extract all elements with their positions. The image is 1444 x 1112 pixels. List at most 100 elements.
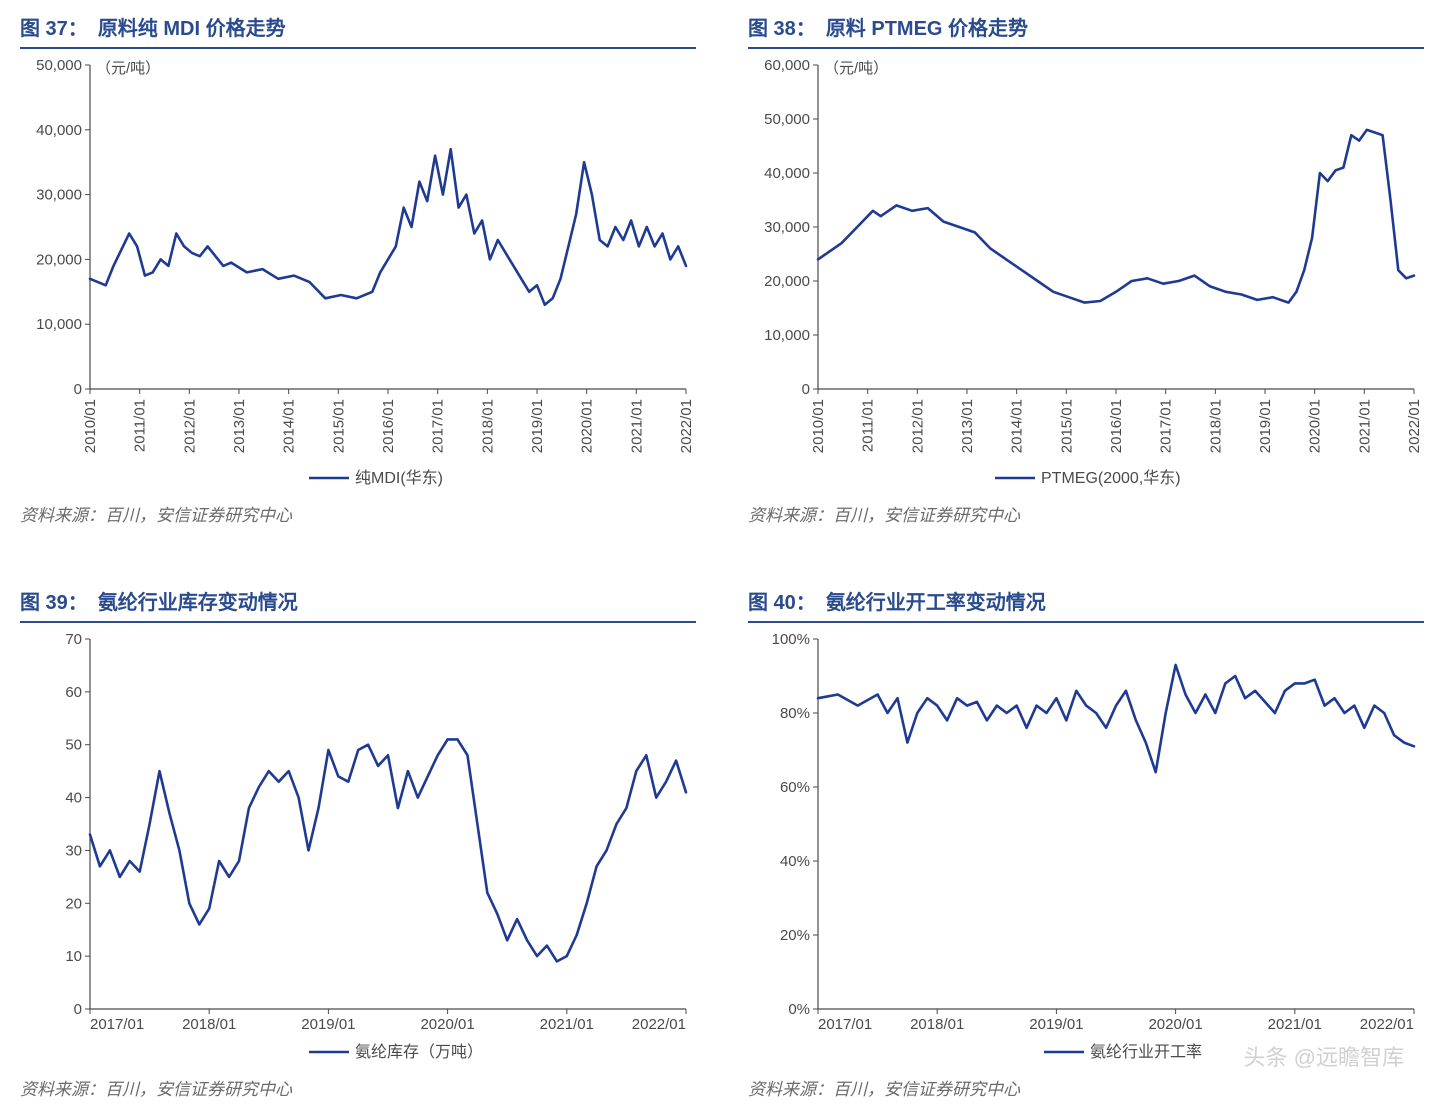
panel-fig37: 图 37： 原料纯 MDI 价格走势 0 10,000 20,000 30,000 40…: [20, 12, 696, 526]
svg-text:60: 60: [65, 684, 82, 701]
svg-text:2022/01: 2022/01: [1360, 1016, 1414, 1033]
svg-text:0: 0: [802, 381, 810, 398]
data-line: [818, 130, 1414, 303]
svg-text:0: 0: [74, 1001, 82, 1018]
svg-text:0: 0: [74, 381, 82, 398]
svg-text:50,000: 50,000: [36, 57, 82, 74]
svg-text:2021/01: 2021/01: [628, 399, 645, 453]
svg-text:2020/01: 2020/01: [1307, 399, 1324, 453]
svg-text:40%: 40%: [780, 853, 810, 870]
svg-text:2019/01: 2019/01: [301, 1016, 355, 1033]
svg-text:100%: 100%: [772, 631, 810, 648]
svg-text:2010/01: 2010/01: [810, 399, 827, 453]
svg-text:0%: 0%: [788, 1001, 810, 1018]
chart-area: 0% 20% 40% 60% 80% 100% 2017/01 2018/01 2019/01 2…: [748, 629, 1424, 1067]
svg-text:2011/01: 2011/01: [132, 399, 149, 452]
data-line: [90, 149, 686, 305]
svg-text:2020/01: 2020/01: [420, 1016, 474, 1033]
chart-area: 0102030405060702017/012018/012019/012020…: [20, 629, 696, 1067]
figure-number: 图 40：: [748, 586, 816, 615]
svg-text:2012/01: 2012/01: [181, 399, 198, 453]
svg-text:70: 70: [65, 631, 82, 648]
panel-fig39: 图 39： 氨纶行业库存变动情况 0102030405060702017/012…: [20, 586, 696, 1100]
svg-text:50: 50: [65, 737, 82, 754]
figure-number: 图 37：: [20, 12, 88, 41]
source-text: 资料来源：百川，安信证券研究中心: [20, 501, 696, 526]
svg-text:2021/01: 2021/01: [540, 1016, 594, 1033]
svg-text:60%: 60%: [780, 779, 810, 796]
svg-text:60,000: 60,000: [764, 57, 810, 74]
svg-text:2018/01: 2018/01: [1207, 399, 1224, 453]
svg-text:2020/01: 2020/01: [579, 399, 596, 453]
figure-number: 图 39：: [20, 586, 88, 615]
svg-text:40,000: 40,000: [36, 122, 82, 139]
figure-number: 图 38：: [748, 12, 816, 41]
svg-text:2010/01: 2010/01: [82, 399, 99, 453]
svg-text:2022/01: 2022/01: [632, 1016, 686, 1033]
svg-text:2012/01: 2012/01: [909, 399, 926, 453]
svg-text:30: 30: [65, 842, 82, 859]
svg-text:2016/01: 2016/01: [1108, 399, 1125, 453]
data-line: [818, 665, 1414, 772]
panel-title: 图 38： 原料 PTMEG 价格走势: [748, 12, 1424, 49]
svg-text:20: 20: [65, 895, 82, 912]
svg-text:2015/01: 2015/01: [330, 399, 347, 453]
svg-text:2020/01: 2020/01: [1148, 1016, 1202, 1033]
svg-text:2015/01: 2015/01: [1058, 399, 1075, 453]
svg-text:2021/01: 2021/01: [1268, 1016, 1322, 1033]
line-chart: 0 10,000 20,000 30,000 40,000 50,000 （元/吨） 2010…: [20, 55, 696, 493]
svg-text:2014/01: 2014/01: [1009, 399, 1026, 453]
legend: 氨纶库存（万吨）: [309, 1043, 483, 1061]
legend: 纯MDI(华东): [309, 469, 443, 487]
source-text: 资料来源：百川，安信证券研究中心: [748, 1075, 1424, 1100]
svg-text:2013/01: 2013/01: [959, 399, 976, 453]
svg-text:（元/吨）: （元/吨）: [96, 60, 160, 77]
svg-text:纯MDI(华东): 纯MDI(华东): [355, 469, 443, 487]
svg-text:10: 10: [65, 948, 82, 965]
svg-text:30,000: 30,000: [36, 187, 82, 204]
svg-text:2018/01: 2018/01: [910, 1016, 964, 1033]
panel-title: 图 40： 氨纶行业开工率变动情况: [748, 586, 1424, 623]
figure-title: 原料纯 MDI 价格走势: [98, 12, 286, 41]
chart-area: 0 10,000 20,000 30,000 40,000 50,000 （元/吨） 2010…: [20, 55, 696, 493]
svg-text:2017/01: 2017/01: [1158, 399, 1175, 453]
line-chart: 0% 20% 40% 60% 80% 100% 2017/01 2018/01 2019/01 2…: [748, 629, 1424, 1067]
svg-text:2016/01: 2016/01: [380, 399, 397, 453]
svg-text:80%: 80%: [780, 705, 810, 722]
svg-text:（元/吨）: （元/吨）: [824, 60, 888, 77]
svg-text:2018/01: 2018/01: [182, 1016, 236, 1033]
svg-text:2019/01: 2019/01: [1257, 399, 1274, 453]
svg-text:2019/01: 2019/01: [1029, 1016, 1083, 1033]
svg-text:2022/01: 2022/01: [1406, 399, 1423, 453]
svg-text:2021/01: 2021/01: [1356, 399, 1373, 453]
source-text: 资料来源：百川，安信证券研究中心: [748, 501, 1424, 526]
legend: PTMEG(2000,华东): [995, 469, 1181, 487]
panel-title: 图 39： 氨纶行业库存变动情况: [20, 586, 696, 623]
svg-text:40,000: 40,000: [764, 165, 810, 182]
source-text: 资料来源：百川，安信证券研究中心: [20, 1075, 696, 1100]
line-chart: 0102030405060702017/012018/012019/012020…: [20, 629, 696, 1067]
panel-title: 图 37： 原料纯 MDI 价格走势: [20, 12, 696, 49]
chart-area: 010,00020,00030,00040,00050,00060,000（元/…: [748, 55, 1424, 493]
panel-fig40: 图 40： 氨纶行业开工率变动情况 0% 20% 40% 60% 80% 100% 2017…: [748, 586, 1424, 1100]
svg-text:2017/01: 2017/01: [90, 1016, 144, 1033]
svg-text:20%: 20%: [780, 927, 810, 944]
line-chart: 010,00020,00030,00040,00050,00060,000（元/…: [748, 55, 1424, 493]
figure-title: 氨纶行业库存变动情况: [98, 586, 298, 615]
figure-title: 氨纶行业开工率变动情况: [826, 586, 1046, 615]
svg-text:2011/01: 2011/01: [860, 399, 877, 452]
svg-text:2017/01: 2017/01: [430, 399, 447, 453]
svg-text:20,000: 20,000: [764, 273, 810, 290]
svg-text:2022/01: 2022/01: [678, 399, 695, 453]
svg-text:30,000: 30,000: [764, 219, 810, 236]
panel-fig38: 图 38： 原料 PTMEG 价格走势 010,00020,00030,0004…: [748, 12, 1424, 526]
svg-text:2013/01: 2013/01: [231, 399, 248, 453]
svg-text:10,000: 10,000: [36, 316, 82, 333]
svg-text:20,000: 20,000: [36, 251, 82, 268]
svg-text:2014/01: 2014/01: [281, 399, 298, 453]
svg-text:2017/01: 2017/01: [818, 1016, 872, 1033]
figure-title: 原料 PTMEG 价格走势: [826, 12, 1028, 41]
svg-text:氨纶行业开工率: 氨纶行业开工率: [1090, 1043, 1202, 1061]
svg-text:2018/01: 2018/01: [479, 399, 496, 453]
svg-text:PTMEG(2000,华东): PTMEG(2000,华东): [1041, 469, 1181, 487]
